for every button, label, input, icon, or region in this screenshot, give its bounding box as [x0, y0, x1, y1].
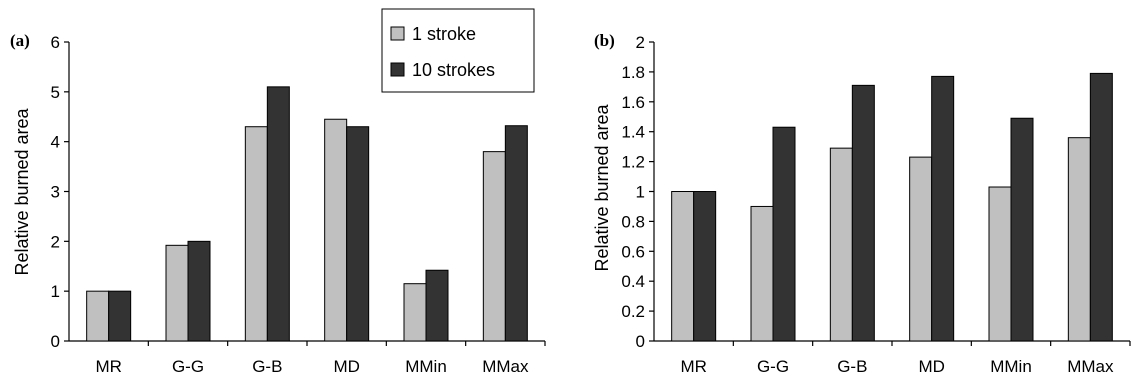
panel-b-y-tick-label: 0.6: [621, 242, 645, 261]
panel-b-bar-ten-strokes: [931, 75, 955, 342]
panel-a-bar-ten-strokes: [425, 269, 449, 342]
panel-a-bar-one-stroke: [324, 118, 348, 342]
panel-a-bar-one-stroke: [482, 151, 506, 342]
panel-b-bar-ten-strokes: [772, 126, 796, 342]
panel-b-y-tick-label: 0.4: [621, 272, 645, 291]
panel-b-bar-ten-strokes: [851, 84, 875, 342]
panel-b-bar-one-stroke: [829, 147, 853, 342]
panel-b-y-tick-label: 0: [636, 332, 645, 351]
panel-b-y-tick-label: 2: [636, 33, 645, 52]
panel-b-plot: 0 0.2 0.4 0.6 0.8 1 1.2 1.4 1.6 1.8 2 MR G-G G-B MD MMi…: [621, 33, 1131, 376]
panel-a-x-tick-label: MMin: [405, 357, 447, 376]
panel-b-bar-ten-strokes: [693, 191, 717, 342]
panel-a-y-tick-label: 2: [51, 232, 60, 251]
legend-label-10-strokes: 10 strokes: [412, 60, 495, 80]
legend-box: [381, 8, 535, 93]
panel-b-label: (b): [594, 31, 615, 50]
panel-a-y-tick-label: 4: [51, 133, 60, 152]
panel-a-x-tick-label: G-B: [252, 357, 282, 376]
panel-b-x-tick-label: MMax: [1067, 357, 1114, 376]
panel-b-x-tick-label: MD: [918, 357, 944, 376]
panel-b-bar-one-stroke: [909, 156, 933, 342]
panel-a-y-tick-label: 6: [51, 33, 60, 52]
panel-a-bar-ten-strokes: [187, 240, 211, 342]
panel-b-bar-ten-strokes: [1010, 117, 1034, 342]
panel-b-x-tick-label: MMin: [990, 357, 1032, 376]
panel-b-bar-one-stroke: [750, 205, 774, 342]
panel-b-bar-ten-strokes: [1089, 72, 1113, 342]
panel-b-y-tick-label: 0.2: [621, 302, 645, 321]
panel-b-y-tick-label: 0.8: [621, 212, 645, 231]
panel-a-y-tick-label: 0: [51, 332, 60, 351]
panel-b-ylabel: Relative burned area: [592, 103, 612, 271]
panel-a-x-tick-label: MD: [333, 357, 359, 376]
panel-a-x-tick-label: G-G: [172, 357, 204, 376]
legend-swatch-10-strokes: [390, 62, 405, 77]
panel-a-y-tick-label: 5: [51, 83, 60, 102]
legend: 1 stroke 10 strokes: [381, 8, 535, 93]
panel-b-y-tick-label: 1.4: [621, 123, 645, 142]
panel-b-y-tick-label: 1.8: [621, 63, 645, 82]
panel-a-ylabel: Relative burned area: [12, 107, 32, 275]
panel-b-y-tick-label: 1: [636, 183, 645, 202]
panel-b-bar-one-stroke: [671, 191, 695, 342]
panel-a-bar-one-stroke: [403, 283, 427, 342]
panel-a-plot: 0 1 2 3 4 5 6 MR G-G G-B MD MMin MMax: [51, 33, 546, 376]
panel-a-bar-one-stroke: [165, 244, 189, 342]
panel-b-x-tick-label: G-B: [837, 357, 867, 376]
panel-a-label: (a): [10, 31, 30, 50]
panel-a-bar-ten-strokes: [266, 86, 290, 342]
panel-a-x-tick-label: MMax: [482, 357, 529, 376]
panel-b-bar-one-stroke: [1067, 137, 1091, 342]
panel-a-bar-ten-strokes: [504, 125, 528, 342]
panel-b-y-tick-label: 1.2: [621, 153, 645, 172]
panel-a-bar-one-stroke: [244, 126, 268, 342]
legend-swatch-1-stroke: [390, 26, 405, 41]
legend-label-1-stroke: 1 stroke: [412, 24, 476, 44]
panel-b-x-tick-label: MR: [680, 357, 706, 376]
panel-b-y-tick-label: 1.6: [621, 93, 645, 112]
panel-a-y-tick-label: 3: [51, 183, 60, 202]
panel-a-bar-ten-strokes: [108, 290, 132, 342]
panel-b-x-tick-label: G-G: [757, 357, 789, 376]
panel-a-x-tick-label: MR: [95, 357, 121, 376]
panel-a-bar-one-stroke: [86, 290, 110, 342]
panel-a-y-tick-label: 1: [51, 282, 60, 301]
panel-b-bar-one-stroke: [988, 186, 1012, 342]
panel-a-bar-ten-strokes: [346, 126, 370, 342]
